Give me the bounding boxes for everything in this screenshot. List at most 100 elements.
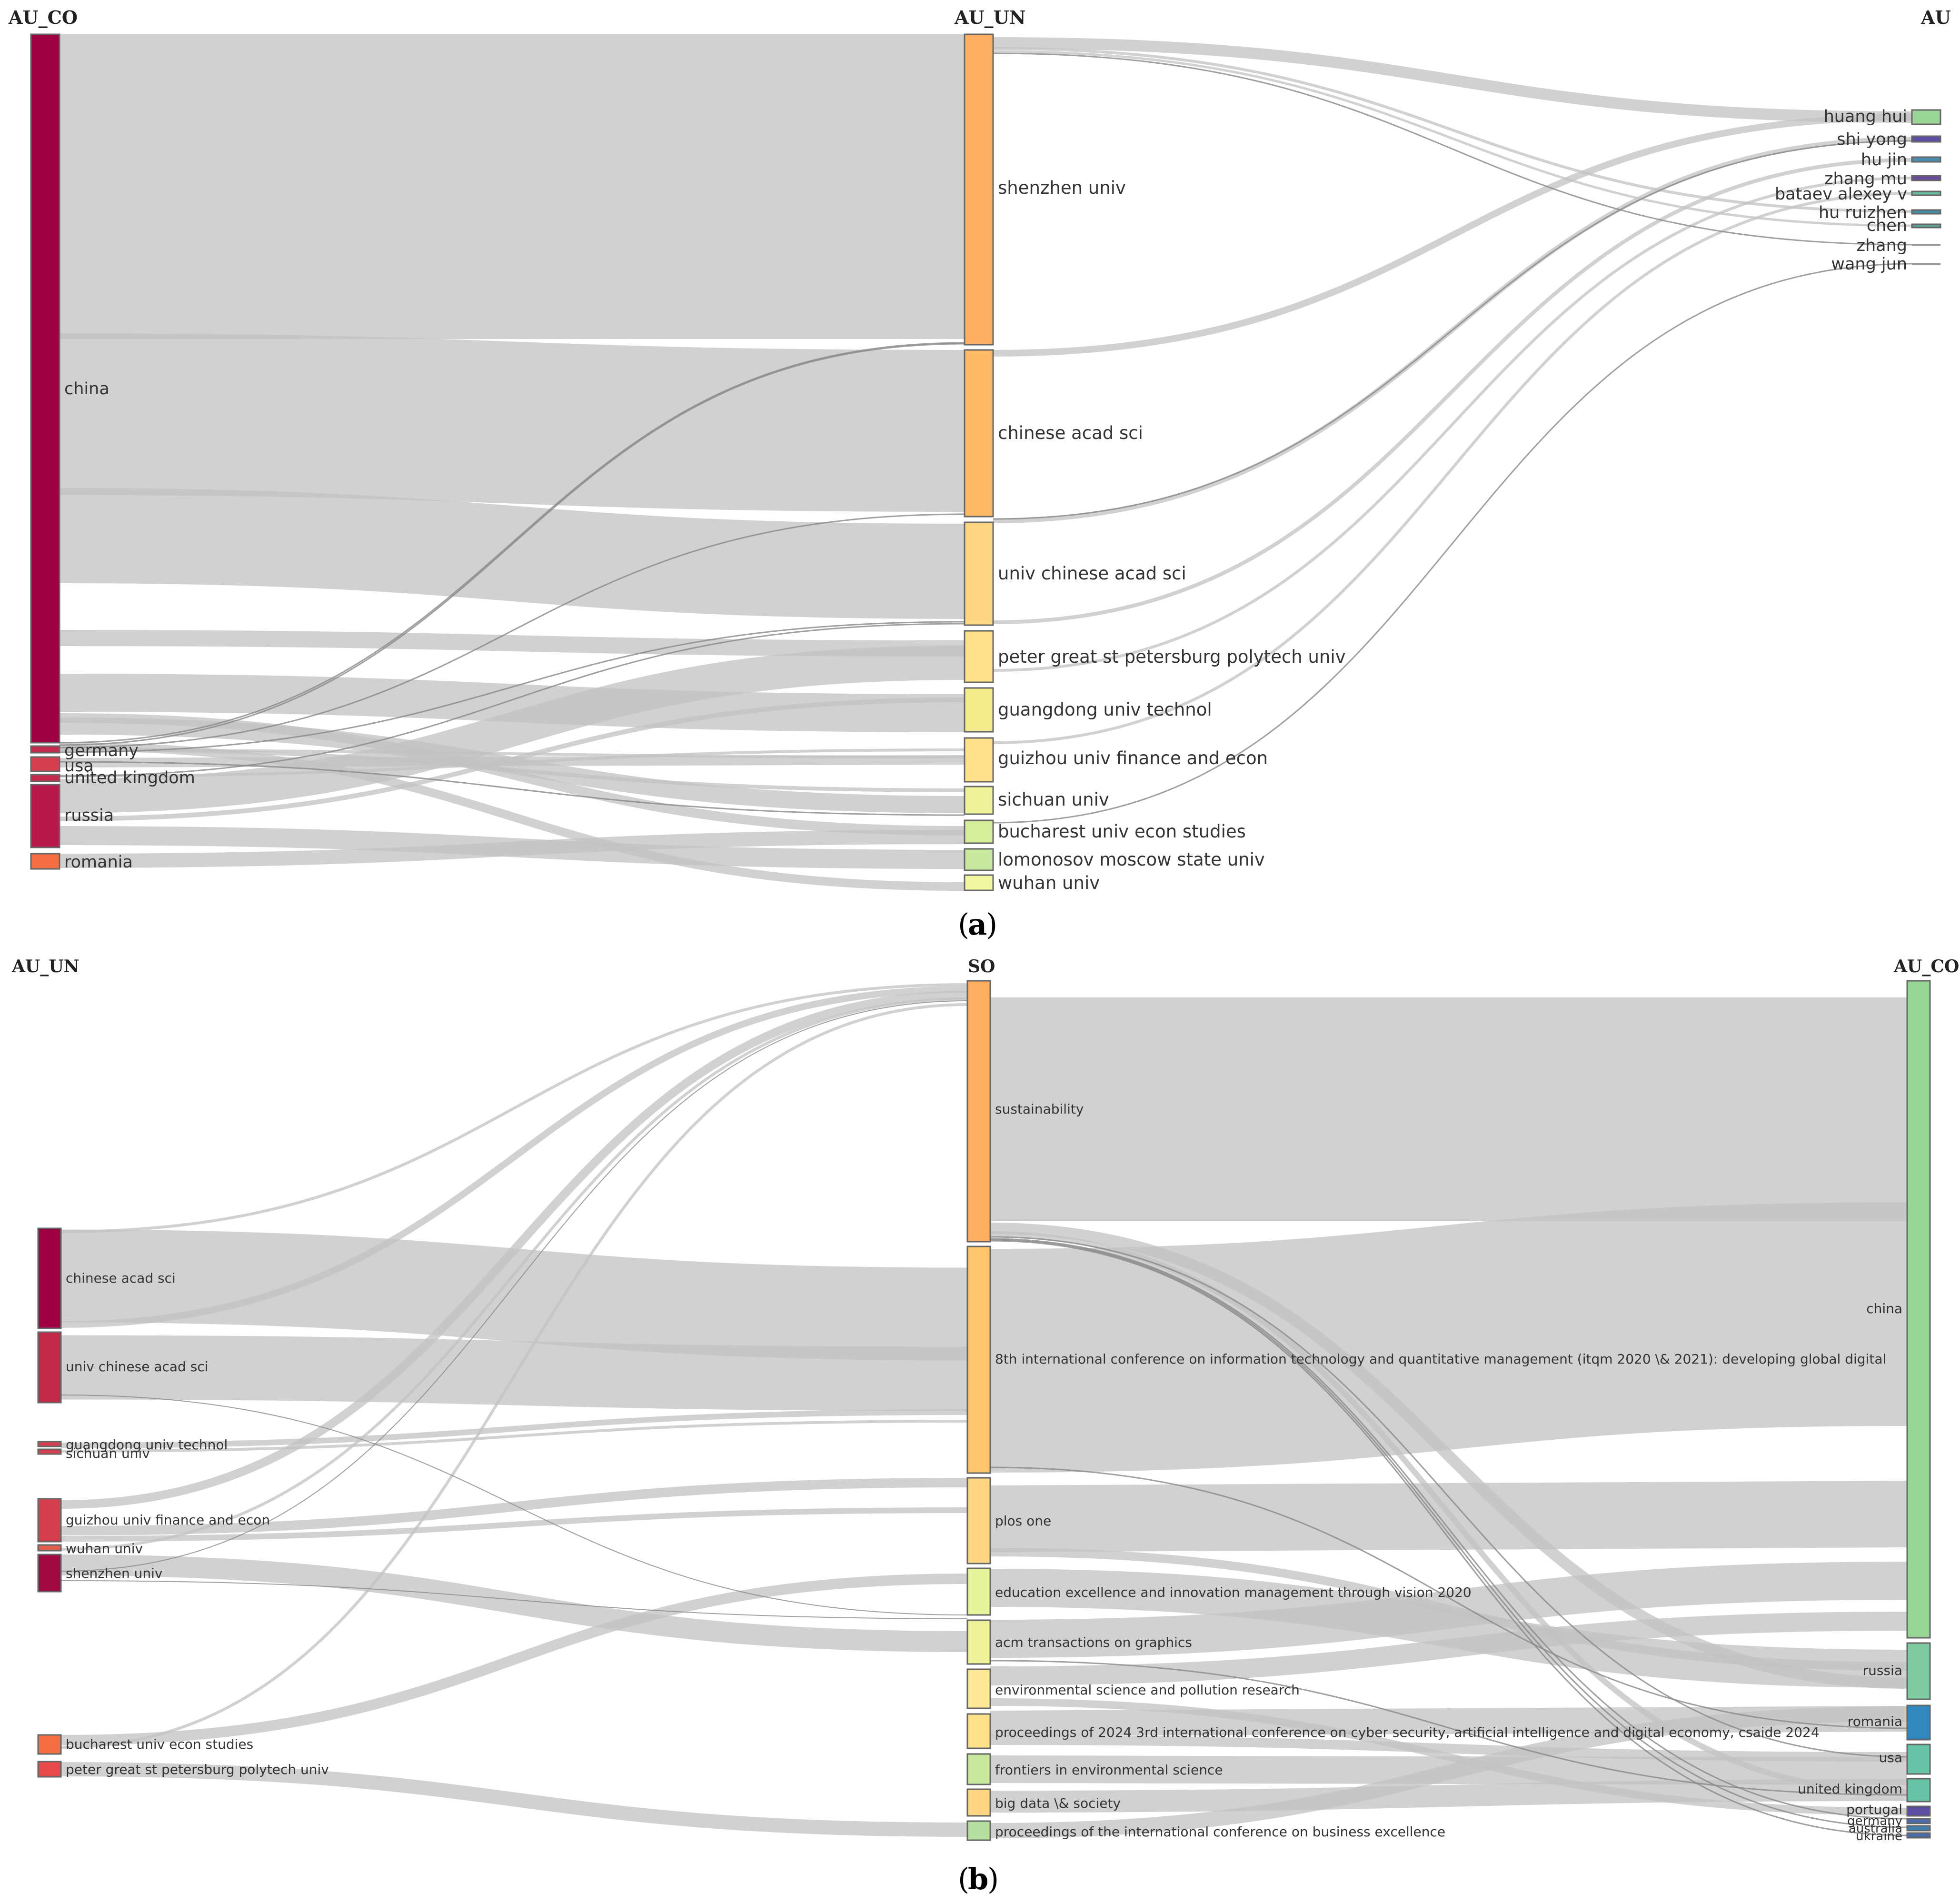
node-a-chinese-acad-sci[interactable]	[964, 349, 994, 518]
node-b-big-data-society[interactable]	[966, 1788, 991, 1817]
label-b-plos-one: plos one	[995, 1513, 1051, 1529]
node-b-plos-one[interactable]	[966, 1477, 991, 1564]
panel-b-link	[60, 997, 968, 1551]
node-b-business-excellence[interactable]	[966, 1820, 991, 1841]
caption-b-letter: b	[968, 1862, 988, 1896]
panel-a-thin-link	[993, 52, 1912, 246]
node-a-shi-yong[interactable]	[1911, 135, 1941, 143]
node-b-guangdong[interactable]	[37, 1441, 62, 1447]
node-a-zhang-mu[interactable]	[1911, 175, 1941, 181]
panel-b-caption: ( b )	[958, 1862, 999, 1896]
label-b-wuhan: wuhan univ	[66, 1541, 143, 1556]
node-a-wang-jun[interactable]	[1912, 263, 1940, 265]
label-a-germany: germany	[64, 741, 139, 760]
node-b-united-kingdom[interactable]	[1906, 1778, 1931, 1803]
node-b-australia[interactable]	[1906, 1825, 1931, 1832]
label-a-lomonosov: lomonosov moscow state univ	[998, 849, 1265, 870]
panel-a-thin-link	[993, 140, 1912, 520]
node-b-education-excellence[interactable]	[966, 1567, 991, 1616]
node-b-sichuan[interactable]	[37, 1448, 62, 1455]
label-b-business-excellence: proceedings of the international confere…	[995, 1824, 1445, 1840]
node-b-russia[interactable]	[1906, 1642, 1931, 1700]
panel-b-header-right: AU_CO	[1893, 956, 1959, 976]
label-b-chinese-acad-sci: chinese acad sci	[66, 1270, 176, 1286]
label-b-portugal: portugal	[1846, 1802, 1902, 1817]
label-a-chen: chen	[1867, 216, 1907, 235]
label-b-env-science-pollution: environmental science and pollution rese…	[995, 1682, 1300, 1698]
label-b-ukraine: ukraine	[1856, 1829, 1902, 1843]
node-b-guizhou[interactable]	[37, 1498, 62, 1543]
node-b-romania[interactable]	[1906, 1704, 1931, 1741]
node-a-zhang[interactable]	[1912, 244, 1940, 246]
label-b-germany: germany	[1847, 1814, 1902, 1828]
panel-b-link	[60, 1420, 968, 1453]
node-a-shenzhen-univ[interactable]	[964, 33, 994, 346]
label-a-peter-great: peter great st petersburg polytech univ	[998, 647, 1346, 667]
node-a-hu-jin[interactable]	[1911, 156, 1941, 163]
node-b-chinese-acad-sci[interactable]	[37, 1227, 62, 1329]
panel-b-link	[60, 1574, 968, 1745]
node-a-peter-great[interactable]	[964, 630, 994, 683]
panel-b-header-middle: SO	[968, 956, 995, 976]
panel-b-thin-link	[990, 1238, 1908, 1820]
caption-a-letter: a	[968, 907, 987, 942]
label-b-sustainability: sustainability	[995, 1101, 1084, 1117]
node-a-huang-hui[interactable]	[1911, 109, 1941, 125]
node-b-csaide[interactable]	[966, 1713, 991, 1749]
node-a-univ-chinese-acad-sci[interactable]	[964, 521, 994, 626]
node-b-frontiers-env[interactable]	[966, 1753, 991, 1785]
panel-a-link	[993, 177, 1912, 672]
node-b-itqm[interactable]	[966, 1245, 991, 1474]
panel-b-link	[990, 1202, 1908, 1473]
node-a-germany[interactable]	[30, 745, 60, 754]
node-b-portugal[interactable]	[1906, 1805, 1931, 1817]
node-a-united-kingdom[interactable]	[30, 774, 60, 782]
panel-b-link	[990, 1698, 1908, 1815]
panel-b-link	[60, 1003, 968, 1749]
node-a-lomonosov[interactable]	[964, 848, 994, 871]
node-a-wuhan[interactable]	[964, 874, 994, 891]
node-b-bucharest[interactable]	[37, 1734, 62, 1755]
node-a-hu-ruizhen[interactable]	[1911, 209, 1941, 215]
node-b-env-science-pollution[interactable]	[966, 1668, 991, 1709]
panel-b-link	[60, 1409, 968, 1448]
node-b-univ-chinese-acad-sci[interactable]	[37, 1331, 62, 1404]
node-a-guangdong[interactable]	[964, 687, 994, 733]
label-b-csaide: proceedings of 2024 3rd international co…	[995, 1724, 1820, 1740]
panel-b-link	[60, 1229, 968, 1361]
node-a-russia[interactable]	[30, 784, 60, 848]
node-b-sustainability[interactable]	[966, 980, 991, 1243]
label-b-univ-chinese-acad-sci: univ chinese acad sci	[66, 1359, 209, 1375]
node-b-wuhan[interactable]	[37, 1544, 62, 1552]
node-b-usa[interactable]	[1906, 1744, 1931, 1775]
panel-a-link	[993, 114, 1912, 357]
label-a-united-kingdom: united kingdom	[64, 768, 195, 787]
panel-a-link	[993, 158, 1912, 624]
panel-b-thin-link	[60, 1395, 968, 1615]
label-b-united-kingdom: united kingdom	[1798, 1781, 1902, 1797]
node-b-shenzhen[interactable]	[37, 1554, 62, 1593]
node-a-sichuan[interactable]	[964, 786, 994, 815]
node-b-peter-great[interactable]	[37, 1761, 62, 1778]
node-b-germany[interactable]	[1906, 1818, 1931, 1824]
node-b-china[interactable]	[1906, 980, 1931, 1639]
node-b-ukraine[interactable]	[1906, 1832, 1931, 1839]
panel-a-link	[59, 488, 965, 619]
node-a-chen[interactable]	[1911, 223, 1941, 229]
node-b-acm-graphics[interactable]	[966, 1619, 991, 1665]
node-a-china[interactable]	[30, 33, 60, 744]
panel-b-link	[60, 1554, 968, 1652]
label-a-univ-chinese-acad-sci: univ chinese acad sci	[998, 563, 1186, 584]
node-a-usa[interactable]	[30, 756, 60, 772]
node-a-bucharest[interactable]	[964, 819, 994, 844]
node-a-bataev-alexey-v[interactable]	[1911, 190, 1941, 196]
label-a-guangdong: guangdong univ technol	[998, 699, 1212, 720]
label-a-guizhou: guizhou univ finance and econ	[998, 748, 1268, 768]
panel-b-link	[990, 1223, 1908, 1689]
panel-a-thin-link	[59, 513, 965, 748]
panel-b-thin-link	[990, 1240, 1908, 1836]
node-a-romania[interactable]	[30, 853, 60, 870]
panel-a-link	[59, 333, 965, 512]
node-a-guizhou[interactable]	[964, 737, 994, 783]
panel-b-thin-link	[990, 1466, 1908, 1729]
